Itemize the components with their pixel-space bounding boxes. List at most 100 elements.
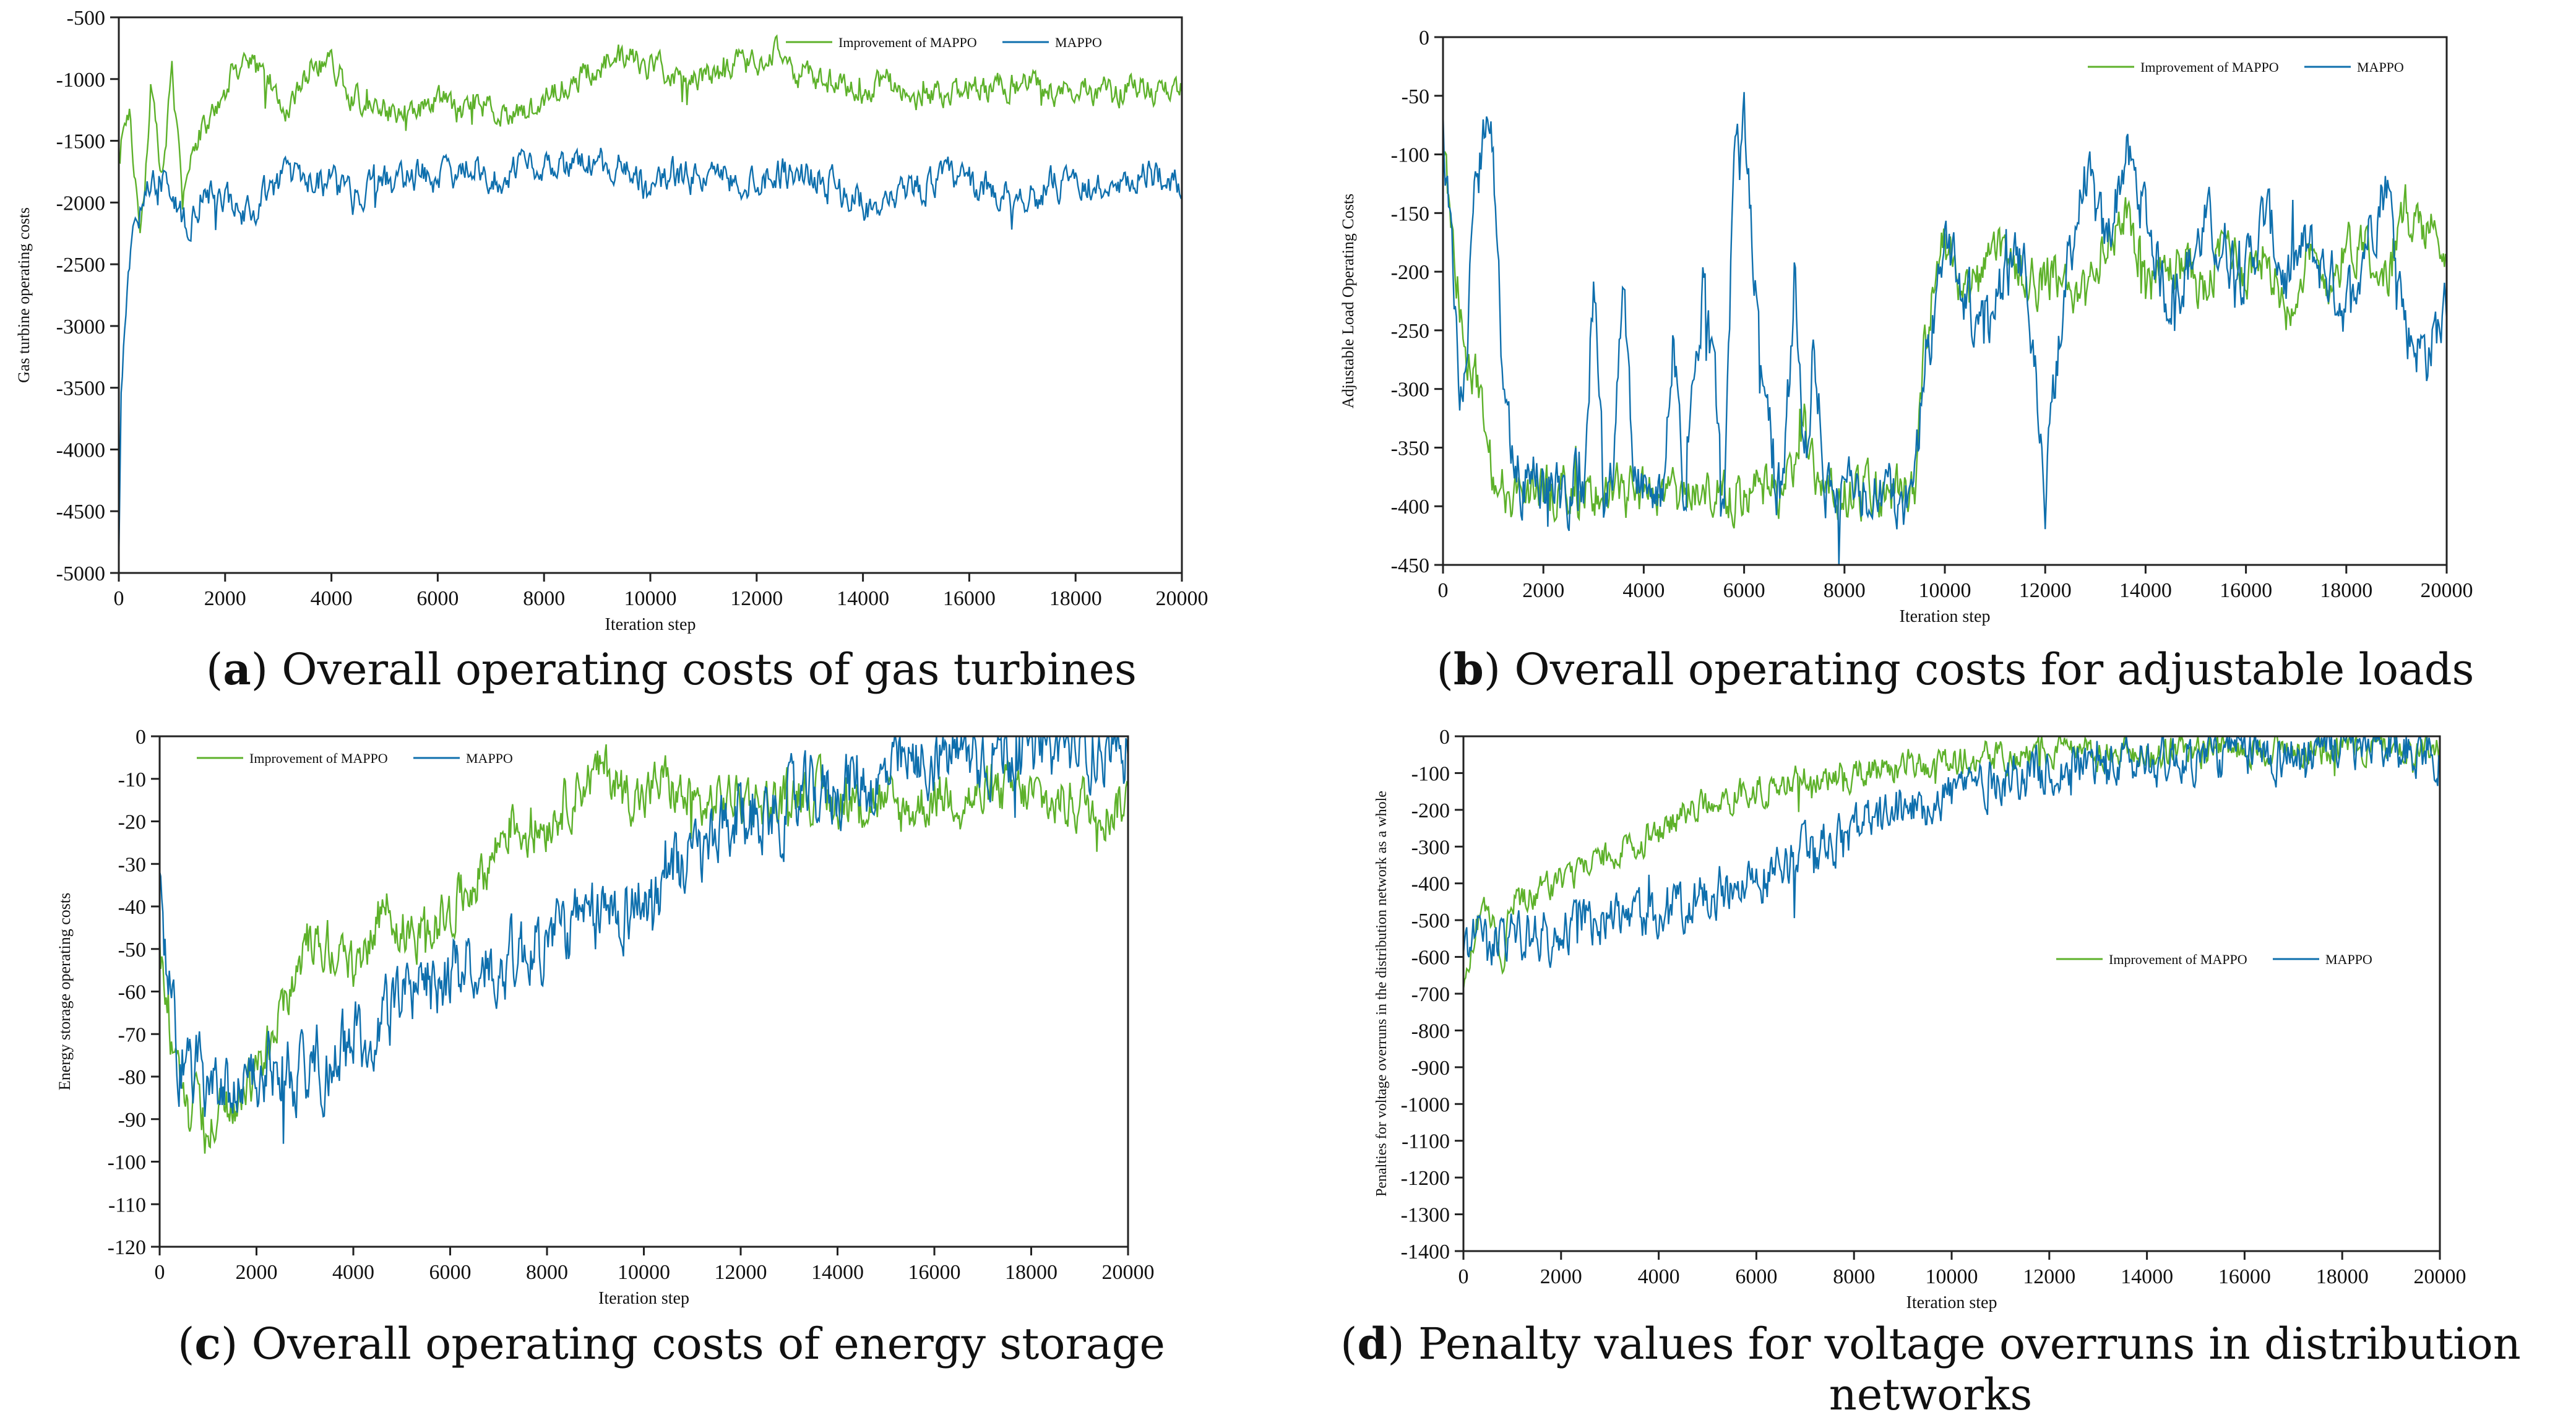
- x-tick-label: 20000: [2414, 1265, 2466, 1288]
- y-tick-label: -4000: [56, 439, 105, 462]
- y-tick-label: -3500: [56, 377, 105, 400]
- x-tick-label: 10000: [618, 1261, 670, 1284]
- x-tick-label: 10000: [624, 587, 677, 610]
- y-axis-label: Energy storage operating costs: [56, 893, 74, 1090]
- caption-b: (b) Overall operating costs for adjustab…: [1436, 643, 2475, 695]
- x-tick-label: 16000: [908, 1261, 961, 1284]
- x-tick-label: 14000: [2121, 1265, 2173, 1288]
- series-line-improved: [1463, 736, 2440, 991]
- chart-panel-d: 0 2000 4000 6000 8000 10000 12000 14000 16000 180…: [1374, 726, 2466, 1312]
- y-tick-label: -20: [118, 811, 146, 834]
- y-tick-label: -120: [108, 1236, 146, 1259]
- legend-label-mappo: MAPPO: [466, 751, 513, 766]
- figure-canvas: 0 2000 4000 6000 8000 10000 12000 14000 16000 180…: [15, 7, 2473, 1312]
- x-axis-label: Iteration step: [605, 615, 696, 634]
- y-tick-label: -1400: [1401, 1241, 1450, 1263]
- y-tick-label: -300: [1391, 379, 1429, 402]
- x-tick-label: 18000: [2316, 1265, 2369, 1288]
- legend-label-mappo: MAPPO: [1055, 35, 1102, 50]
- x-tick-label: 4000: [1638, 1265, 1680, 1288]
- series-line-improved: [1443, 135, 2447, 529]
- legend-label-improved: Improvement of MAPPO: [2109, 952, 2247, 967]
- y-tick-label: -700: [1411, 983, 1450, 1006]
- x-tick-label: 12000: [2023, 1265, 2075, 1288]
- series-line-improved: [160, 744, 1128, 1154]
- y-tick-label: -200: [1411, 799, 1450, 822]
- chart-panel-a: 0 2000 4000 6000 8000 10000 12000 14000 16000 180…: [15, 7, 1208, 634]
- legend-label-improved: Improvement of MAPPO: [838, 35, 977, 50]
- legend-label-mappo: MAPPO: [2357, 59, 2404, 75]
- chart-panel-b: 0 2000 4000 6000 8000 10000 12000 14000 16000 180…: [1339, 27, 2473, 626]
- legend-label-mappo: MAPPO: [2325, 952, 2372, 967]
- y-tick-label: -1500: [56, 131, 105, 153]
- y-tick-label: -50: [118, 939, 146, 962]
- x-tick-label: 4000: [1622, 579, 1665, 602]
- y-tick-label: -400: [1411, 873, 1450, 896]
- x-tick-label: 16000: [2218, 1265, 2271, 1288]
- y-tick-label: -50: [1402, 85, 1429, 108]
- y-tick-label: -450: [1391, 554, 1429, 577]
- y-tick-label: -1200: [1401, 1167, 1450, 1190]
- x-tick-label: 16000: [2220, 579, 2272, 602]
- caption-d: (d) Penalty values for voltage overruns …: [1340, 1318, 2521, 1420]
- y-tick-label: -100: [1391, 144, 1429, 167]
- x-tick-label: 6000: [429, 1261, 472, 1284]
- y-tick-label: -250: [1391, 320, 1429, 343]
- x-tick-label: 0: [155, 1261, 165, 1284]
- x-tick-label: 14000: [837, 587, 889, 610]
- y-tick-label: -60: [118, 981, 146, 1004]
- y-tick-label: -500: [1411, 910, 1450, 932]
- legend: Improvement of MAPPO MAPPO: [2056, 952, 2372, 967]
- y-tick-label: -70: [118, 1023, 146, 1046]
- y-tick-label: -3000: [56, 316, 105, 338]
- y-axis-label: Gas turbine operating costs: [15, 207, 33, 383]
- y-tick-label: -800: [1411, 1020, 1450, 1043]
- x-tick-label: 2000: [236, 1261, 278, 1284]
- x-tick-label: 18000: [2320, 579, 2372, 602]
- y-tick-label: -1300: [1401, 1204, 1450, 1227]
- y-tick-label: -350: [1391, 437, 1429, 460]
- x-tick-label: 0: [1458, 1265, 1469, 1288]
- x-tick-label: 2000: [1522, 579, 1564, 602]
- x-tick-label: 12000: [730, 587, 783, 610]
- legend: Improvement of MAPPO MAPPO: [786, 35, 1102, 50]
- caption-a: (a) Overall operating costs of gas turbi…: [206, 643, 1137, 695]
- y-tick-label: -600: [1411, 947, 1450, 970]
- y-tick-label: -900: [1411, 1057, 1450, 1080]
- x-tick-label: 20000: [2421, 579, 2473, 602]
- x-tick-label: 6000: [1735, 1265, 1777, 1288]
- x-tick-label: 4000: [311, 587, 353, 610]
- x-tick-label: 8000: [523, 587, 565, 610]
- x-tick-label: 18000: [1049, 587, 1102, 610]
- series-line-mappo: [1443, 92, 2447, 565]
- y-tick-label: -4500: [56, 501, 105, 523]
- x-tick-label: 8000: [1833, 1265, 1875, 1288]
- x-tick-label: 12000: [715, 1261, 767, 1284]
- x-tick-label: 12000: [2019, 579, 2072, 602]
- y-tick-label: -300: [1411, 836, 1450, 859]
- y-axis-label: Penalties for voltage overruns in the di…: [1374, 791, 1390, 1197]
- chart-panel-c: 0 2000 4000 6000 8000 10000 12000 14000 16000 180…: [56, 726, 1155, 1308]
- series-line-mappo: [160, 736, 1128, 1144]
- y-tick-label: -100: [1411, 762, 1450, 785]
- x-axis-label: Iteration step: [598, 1289, 689, 1308]
- x-tick-label: 14000: [2119, 579, 2172, 602]
- caption-c: (c) Overall operating costs of energy st…: [178, 1318, 1165, 1369]
- plot-frame: [1462, 735, 2441, 1252]
- y-tick-label: 0: [1439, 726, 1450, 749]
- x-tick-label: 6000: [416, 587, 459, 610]
- y-tick-label: -90: [118, 1109, 146, 1132]
- x-tick-label: 2000: [204, 587, 246, 610]
- y-tick-label: -200: [1391, 261, 1429, 284]
- legend: Improvement of MAPPO MAPPO: [197, 751, 513, 766]
- y-tick-label: -400: [1391, 496, 1429, 519]
- x-axis-label: Iteration step: [1906, 1293, 1997, 1312]
- y-tick-label: -30: [118, 853, 146, 876]
- y-tick-label: 0: [136, 726, 146, 749]
- x-tick-label: 10000: [1926, 1265, 1978, 1288]
- x-tick-label: 0: [1438, 579, 1449, 602]
- y-tick-label: -2000: [56, 192, 105, 215]
- x-tick-label: 2000: [1540, 1265, 1582, 1288]
- legend-label-improved: Improvement of MAPPO: [249, 751, 388, 766]
- series-line-mappo: [119, 147, 1182, 561]
